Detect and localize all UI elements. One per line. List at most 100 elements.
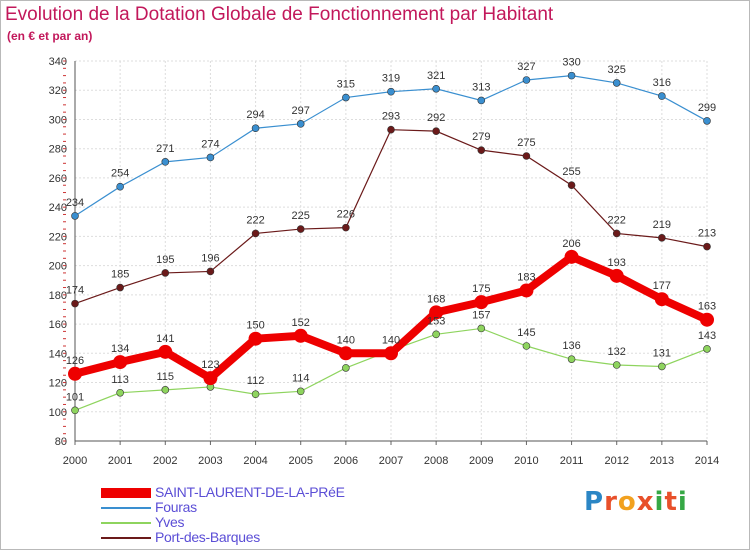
data-label: 112	[247, 375, 265, 387]
y-tick-label: 100	[49, 407, 67, 419]
data-point	[612, 361, 621, 369]
x-tick-label: 2002	[153, 455, 177, 467]
data-point	[387, 87, 395, 96]
data-point	[158, 344, 173, 359]
logo-letter: P	[584, 487, 605, 517]
data-label: 271	[156, 143, 174, 155]
data-point	[338, 346, 353, 361]
data-labels: 126 134 141 123 150 152 140 140 168 175 183 206 193 1…	[66, 57, 716, 404]
data-label: 141	[156, 333, 174, 345]
x-tick-label: 2014	[695, 455, 719, 467]
data-label: 136	[562, 340, 580, 352]
data-point	[161, 158, 170, 166]
x-tick-label: 2005	[288, 455, 312, 467]
data-label: 152	[292, 317, 310, 329]
data-label: 193	[608, 257, 626, 269]
data-label: 140	[337, 334, 355, 346]
data-label: 313	[472, 81, 490, 93]
x-tick-label: 2011	[560, 455, 584, 467]
x-tick-label: 2001	[108, 455, 132, 467]
data-label: 145	[517, 327, 535, 339]
grid	[74, 60, 708, 442]
chart-title: Evolution de la Dotation Globale de Fonc…	[5, 4, 554, 25]
data-point	[248, 331, 263, 346]
data-label: 274	[201, 138, 219, 150]
data-point	[477, 146, 486, 154]
data-label: 134	[111, 343, 129, 355]
data-point	[567, 355, 576, 363]
data-label: 327	[517, 61, 535, 73]
data-point	[658, 92, 666, 100]
data-point	[612, 79, 621, 87]
data-label: 293	[382, 111, 400, 123]
data-label: 321	[427, 70, 445, 82]
y-tick-label: 280	[49, 144, 67, 156]
legend-swatch-yves	[101, 522, 151, 524]
data-point	[477, 324, 486, 333]
data-point	[296, 120, 305, 128]
data-point	[206, 267, 215, 276]
data-label: 150	[246, 320, 264, 332]
data-label: 279	[472, 131, 490, 143]
data-label: 330	[562, 57, 580, 69]
data-label: 185	[111, 269, 129, 281]
y-tick-label: 160	[49, 319, 67, 331]
data-label: 254	[111, 168, 129, 180]
data-label: 213	[698, 228, 716, 240]
data-label: 234	[66, 197, 84, 209]
data-point	[432, 84, 440, 93]
data-point	[658, 362, 666, 371]
data-point	[703, 117, 711, 125]
data-point	[522, 76, 531, 84]
data-point	[700, 312, 714, 327]
data-point	[519, 283, 534, 298]
x-tick-label: 2009	[469, 455, 493, 467]
data-point	[161, 269, 170, 277]
y-tick-label: 300	[49, 114, 67, 126]
data-point	[429, 305, 444, 320]
data-label: 222	[608, 214, 626, 226]
data-label: 153	[427, 315, 445, 327]
data-point	[68, 366, 82, 381]
data-label: 292	[427, 112, 445, 124]
data-label: 174	[66, 285, 84, 297]
data-point	[71, 406, 79, 415]
data-point	[432, 127, 440, 135]
data-label: 315	[337, 79, 355, 91]
data-point	[71, 212, 79, 220]
data-point	[658, 234, 666, 242]
data-label: 183	[517, 271, 535, 283]
data-point	[161, 386, 170, 394]
data-point	[116, 283, 124, 292]
data-label: 275	[517, 137, 535, 149]
data-label: 115	[157, 371, 175, 383]
series-lines	[68, 71, 714, 415]
data-label: 316	[653, 77, 671, 89]
data-label: 225	[292, 210, 310, 222]
y-tick-label: 260	[49, 173, 67, 185]
data-point	[567, 181, 576, 190]
logo-letter: i	[654, 487, 665, 517]
logo-letter: t	[664, 487, 678, 517]
data-label: 175	[472, 283, 490, 295]
data-point	[251, 229, 260, 238]
data-label: 294	[246, 109, 264, 121]
data-label: 299	[698, 102, 716, 114]
data-point	[116, 388, 124, 397]
data-label: 132	[608, 346, 626, 358]
y-tick-label: 140	[49, 348, 67, 360]
data-point	[567, 71, 576, 80]
data-label: 196	[201, 252, 219, 264]
series-port-des-barques	[71, 125, 711, 308]
data-label: 325	[608, 64, 626, 76]
legend-label: Yves	[155, 514, 185, 530]
y-tick-label: 320	[49, 85, 67, 97]
data-label: 195	[156, 254, 174, 266]
data-point	[474, 295, 489, 310]
data-point	[296, 387, 305, 396]
legend-label: Fouras	[155, 499, 197, 515]
data-label: 101	[66, 391, 84, 403]
data-point	[384, 346, 398, 361]
